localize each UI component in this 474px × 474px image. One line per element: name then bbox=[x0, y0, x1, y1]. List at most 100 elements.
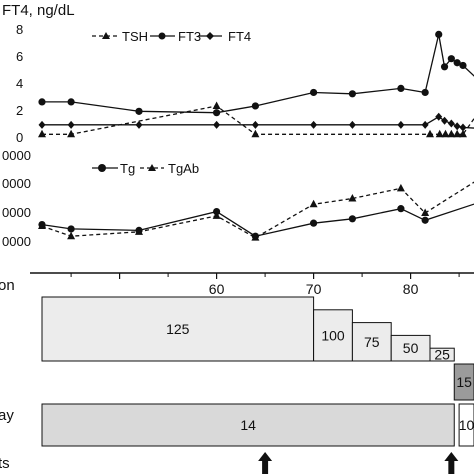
point-tg bbox=[348, 215, 356, 223]
legend-ft4-label: FT4 bbox=[228, 29, 251, 44]
point-tgab bbox=[212, 211, 221, 219]
panel1-series bbox=[38, 30, 474, 138]
ytick-label: 0000 bbox=[2, 205, 31, 220]
legend-tg-label: Tg bbox=[120, 161, 135, 176]
point-ft3 bbox=[440, 63, 449, 71]
row-label-1: on bbox=[0, 277, 15, 294]
dose-label: 100 bbox=[321, 327, 345, 343]
event-arrows bbox=[258, 452, 459, 474]
point-tsh bbox=[426, 129, 434, 138]
x-tick-label: 80 bbox=[403, 281, 419, 297]
panel1-yticks: 0 2 4 6 8 bbox=[16, 22, 23, 145]
dose-block bbox=[41, 403, 455, 447]
dose-blocks: 12510075502551510514108 bbox=[41, 296, 474, 447]
point-ft4 bbox=[310, 120, 318, 129]
ytick-label: 8 bbox=[16, 22, 23, 37]
dose-label: 15 bbox=[456, 374, 472, 390]
dose-label: 75 bbox=[364, 334, 380, 350]
point-ft3 bbox=[397, 84, 405, 92]
dose-block bbox=[41, 296, 315, 362]
dose-label: 125 bbox=[166, 321, 190, 337]
point-ft4 bbox=[67, 120, 75, 129]
point-ft4 bbox=[421, 120, 429, 129]
event-arrow bbox=[444, 452, 459, 474]
point-ft3 bbox=[67, 98, 75, 106]
dose-block bbox=[351, 322, 392, 362]
dose-block bbox=[453, 363, 474, 401]
point-ft3 bbox=[251, 102, 259, 110]
point-ft3 bbox=[348, 90, 356, 98]
point-ft3 bbox=[453, 59, 461, 67]
ytick-label: 0000 bbox=[2, 234, 31, 249]
point-ft3 bbox=[135, 107, 143, 115]
legend-tg-marker bbox=[98, 164, 106, 172]
point-tsh bbox=[212, 101, 221, 109]
dose-block bbox=[390, 334, 431, 362]
point-ft3 bbox=[38, 98, 46, 106]
point-tgab bbox=[309, 199, 318, 208]
series-line-tsh bbox=[42, 105, 474, 135]
x-tick-label: 60 bbox=[209, 281, 225, 297]
panel2-yticks: 0000 0000 0000 0000 bbox=[2, 148, 31, 249]
point-tgab bbox=[38, 221, 46, 230]
ytick-label: 4 bbox=[16, 76, 23, 91]
point-ft4 bbox=[441, 116, 449, 125]
point-tgab bbox=[135, 227, 143, 235]
ytick-label: 0 bbox=[16, 130, 23, 145]
dose-label: 10 bbox=[459, 417, 474, 433]
dose-block bbox=[429, 347, 455, 362]
point-tsh bbox=[435, 129, 444, 138]
row-label-3: ts bbox=[0, 455, 10, 472]
point-ft3 bbox=[435, 30, 443, 38]
ytick-label: 0000 bbox=[2, 176, 31, 191]
point-tsh bbox=[251, 129, 260, 138]
point-ft4 bbox=[435, 112, 443, 121]
point-tgab bbox=[421, 208, 430, 216]
x-axis: 60708090 bbox=[30, 272, 474, 297]
legend-tsh-label: TSH bbox=[122, 29, 148, 44]
point-ft4 bbox=[459, 123, 467, 132]
point-tsh bbox=[67, 129, 76, 138]
point-ft4 bbox=[447, 119, 455, 128]
dose-block bbox=[458, 403, 474, 447]
panel1-ylabel: FT4, ng/dL bbox=[2, 2, 75, 19]
series-line-ft4 bbox=[42, 116, 474, 129]
point-tsh bbox=[447, 129, 456, 138]
ytick-label: 0000 bbox=[2, 148, 31, 163]
point-tg bbox=[397, 205, 405, 213]
point-ft4 bbox=[251, 120, 259, 129]
point-ft3 bbox=[459, 61, 467, 70]
legend-ft3-marker bbox=[158, 32, 166, 40]
point-ft4 bbox=[348, 120, 356, 129]
point-tsh bbox=[441, 129, 450, 138]
point-tg bbox=[310, 219, 318, 227]
x-tick-label: 70 bbox=[306, 281, 322, 297]
legend-tgab-marker bbox=[148, 164, 156, 171]
panel2-series bbox=[38, 181, 474, 241]
panel2-legend: Tg TgAb bbox=[92, 161, 199, 176]
ytick-label: 6 bbox=[16, 49, 23, 64]
point-ft4 bbox=[213, 120, 221, 129]
ytick-label: 2 bbox=[16, 103, 23, 118]
point-tgab bbox=[67, 231, 76, 240]
dose-label: 50 bbox=[403, 340, 419, 356]
point-tgab bbox=[348, 194, 357, 202]
point-tgab bbox=[396, 183, 405, 192]
point-tg bbox=[421, 216, 429, 224]
point-ft3 bbox=[421, 88, 429, 97]
point-tsh bbox=[38, 129, 46, 138]
legend-ft3-label: FT3 bbox=[178, 29, 201, 44]
point-ft4 bbox=[397, 120, 405, 129]
point-ft4 bbox=[135, 120, 143, 129]
x-axis-ticks: 60708090 bbox=[70, 273, 460, 297]
point-ft4 bbox=[38, 120, 46, 129]
point-tgab bbox=[251, 233, 260, 241]
point-ft4 bbox=[453, 122, 461, 131]
row-label-2: ay bbox=[0, 407, 14, 424]
series-line-tg bbox=[41, 203, 474, 237]
point-ft3 bbox=[310, 88, 318, 97]
dose-label: 25 bbox=[434, 347, 450, 363]
point-ft3 bbox=[447, 55, 455, 63]
panel1-legend: TSH FT3 FT4 bbox=[92, 29, 251, 44]
